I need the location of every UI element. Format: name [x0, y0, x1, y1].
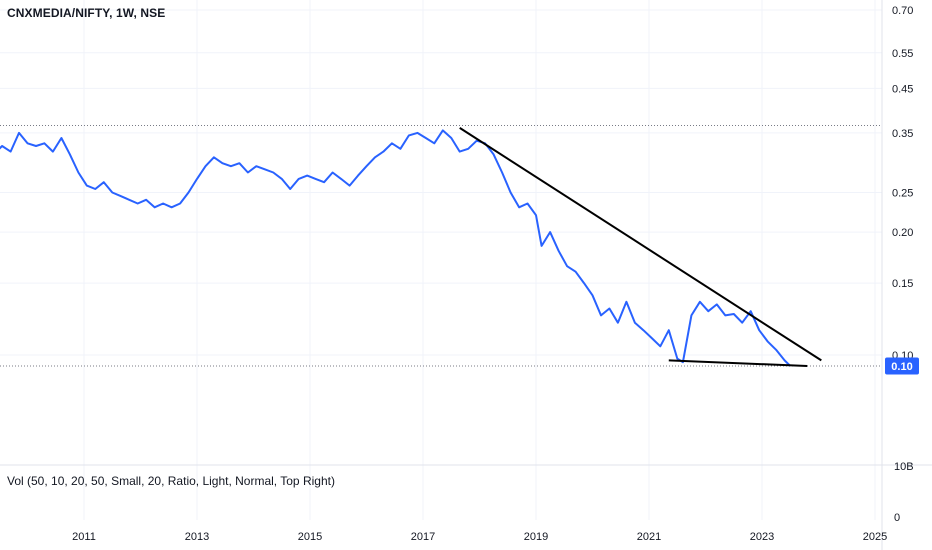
y-tick-label: 0.15: [892, 278, 913, 290]
last-value-badge-bg: [885, 357, 919, 375]
x-tick-label: 2025: [863, 531, 887, 543]
trendline-0: [459, 127, 822, 362]
y-tick-label: 0.70: [892, 5, 913, 17]
x-tick-label: 2021: [637, 531, 661, 543]
x-tick-label: 2017: [411, 531, 435, 543]
volume-indicator-label: Vol (50, 10, 20, 50, Small, 20, Ratio, L…: [7, 474, 335, 488]
x-tick-label: 2015: [298, 531, 322, 543]
trendline-1: [668, 359, 808, 367]
y-tick-label: 0.45: [892, 83, 913, 95]
y-axis: 0.700.550.450.350.250.200.150.10: [892, 5, 913, 362]
y-tick-label: 0.25: [892, 188, 913, 200]
y-tick-label: 0.35: [892, 128, 913, 140]
x-tick-label: 2023: [750, 531, 774, 543]
volume-tick-10b: 10B: [894, 461, 914, 473]
series-layer: [0, 129, 792, 367]
grid: [0, 0, 882, 520]
x-tick-label: 2013: [185, 531, 209, 543]
trendlines: [459, 127, 822, 367]
price-series-line-0: [0, 129, 792, 367]
chart-title: CNXMEDIA/NIFTY, 1W, NSE: [7, 6, 166, 20]
reference-lines: [0, 124, 882, 367]
x-tick-label: 2011: [72, 531, 96, 543]
last-value-badge-label: 0.10: [891, 361, 912, 373]
x-tick-label: 2019: [524, 531, 548, 543]
x-axis: 2011 2013 2015 2017 2019 2021 2023 2025: [72, 531, 887, 543]
volume-tick-0: 0: [894, 512, 900, 524]
y-tick-label: 0.20: [892, 227, 913, 239]
volume-axis: 10B 0: [894, 461, 914, 524]
y-tick-label: 0.55: [892, 48, 913, 60]
last-value-badge: 0.10: [885, 357, 919, 375]
